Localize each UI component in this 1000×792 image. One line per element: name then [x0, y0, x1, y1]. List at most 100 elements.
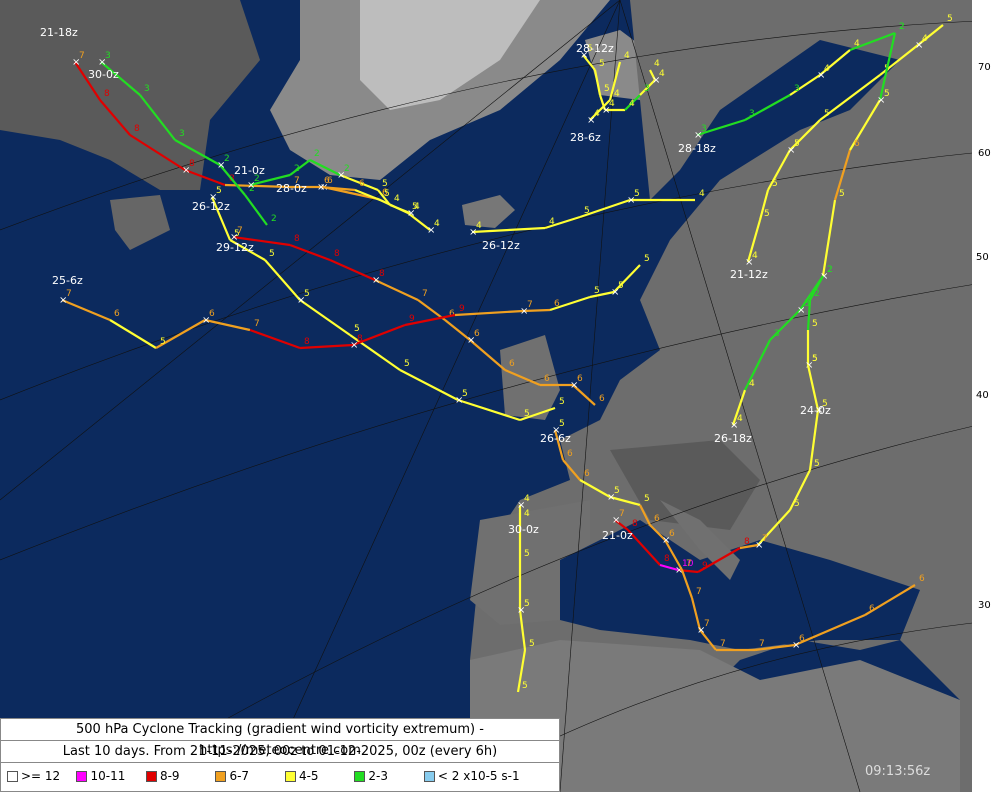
intensity-label: 5 [772, 179, 778, 189]
intensity-label: 6 [382, 188, 388, 198]
track-segment [833, 149, 852, 201]
legend-keys: >= 12 10-11 8-9 6-7 4-5 2-3 < 2 x10-5 s-1 [1, 763, 559, 783]
track-segment [339, 173, 379, 192]
intensity-label: 3 [794, 84, 800, 94]
intensity-label: 2 [344, 164, 350, 174]
island [110, 195, 170, 250]
track-point: × [817, 70, 825, 81]
intensity-label: 4 [654, 59, 660, 69]
track-point: × [662, 535, 670, 546]
track-label: 21-0z [602, 529, 633, 542]
track-segment [289, 159, 311, 176]
intensity-label: 4 [549, 217, 555, 227]
track-segment [404, 313, 456, 327]
track-point: × [59, 295, 67, 306]
track-segment [309, 159, 341, 176]
track-segment [579, 198, 631, 219]
track-segment [849, 31, 896, 52]
intensity-label: 5 [584, 206, 590, 216]
intensity-label: 3 [105, 51, 111, 61]
track-point: × [297, 295, 305, 306]
track-point: × [915, 40, 923, 51]
intensity-label: 6 [209, 309, 215, 319]
graticule-line [0, 19, 1000, 231]
track-segment [757, 509, 791, 546]
ice-sheet [360, 0, 540, 110]
track-point: × [247, 180, 255, 191]
british-isles [500, 335, 560, 420]
track-segment [374, 279, 419, 301]
graticule-line [0, 149, 1000, 401]
intensity-label: 8 [744, 537, 750, 547]
intensity-label: 7 [79, 51, 85, 61]
track-label: 26-6z [540, 432, 571, 445]
graticule-line [559, 0, 621, 792]
intensity-label: 4 [624, 51, 630, 61]
intensity-label: 4 [659, 69, 665, 79]
track-segment [579, 479, 611, 498]
track-segment [562, 459, 581, 481]
track-segment [582, 54, 596, 71]
intensity-label: 5 [794, 139, 800, 149]
track-segment [794, 613, 866, 647]
track-segment [690, 597, 702, 631]
legend-swatch [423, 770, 435, 782]
track-segment [614, 519, 629, 531]
intensity-label: 7 [294, 176, 300, 186]
intensity-label: 4 [414, 202, 420, 212]
intensity-label: 2 [271, 214, 277, 224]
intensity-label: 5 [354, 324, 360, 334]
track-segment [454, 309, 524, 317]
intensity-label: 6 [799, 634, 805, 644]
graticule-line [0, 0, 621, 501]
track-segment [417, 299, 446, 321]
track-point: × [230, 232, 238, 243]
intensity-label: 2 [254, 174, 260, 184]
intensity-label: 5 [614, 486, 620, 496]
track-segment [744, 339, 771, 391]
intensity-label: 3 [749, 109, 755, 119]
track-segment [849, 99, 881, 151]
intensity-label: 2 [827, 265, 833, 275]
track-segment [649, 69, 656, 81]
track-segment [659, 563, 679, 572]
intensity-label: 8 [357, 334, 363, 344]
legend-label: 10-11 [90, 769, 126, 783]
intensity-label: 6 [114, 309, 120, 319]
track-segment [100, 61, 141, 96]
intensity-label: 5 [822, 399, 828, 409]
track-segment [61, 298, 111, 322]
intensity-label: 5 [234, 229, 240, 239]
track-segment [469, 339, 506, 371]
track-segment [697, 547, 741, 573]
intensity-label: 5 [824, 109, 830, 119]
track-segment [744, 94, 791, 121]
track-segment [767, 149, 791, 191]
intensity-label: 5 [524, 549, 530, 559]
track-segment [769, 309, 801, 341]
intensity-label: 4 [434, 219, 440, 229]
track-point: × [627, 195, 635, 206]
intensity-label: 6 [567, 449, 573, 459]
track-segment [731, 389, 747, 426]
intensity-label: 4 [476, 221, 482, 231]
intensity-label: 8 [379, 269, 385, 279]
track-segment [377, 189, 391, 206]
legend-label: >= 12 [21, 769, 61, 783]
intensity-label: 3 [144, 84, 150, 94]
track-point: × [427, 225, 435, 236]
intensity-label: 5 [524, 599, 530, 609]
north-africa [470, 640, 960, 792]
track-segment [627, 529, 661, 566]
track-segment [544, 215, 581, 230]
intensity-label: 5 [644, 254, 650, 264]
track-point: × [675, 565, 683, 576]
track-point: × [755, 540, 763, 551]
track-segment [319, 185, 356, 192]
track-segment [598, 94, 607, 111]
track-segment [504, 368, 541, 387]
track-label: 24-0z [800, 404, 831, 417]
graticule-line [99, 419, 1000, 792]
intensity-label: 4 [737, 414, 743, 424]
